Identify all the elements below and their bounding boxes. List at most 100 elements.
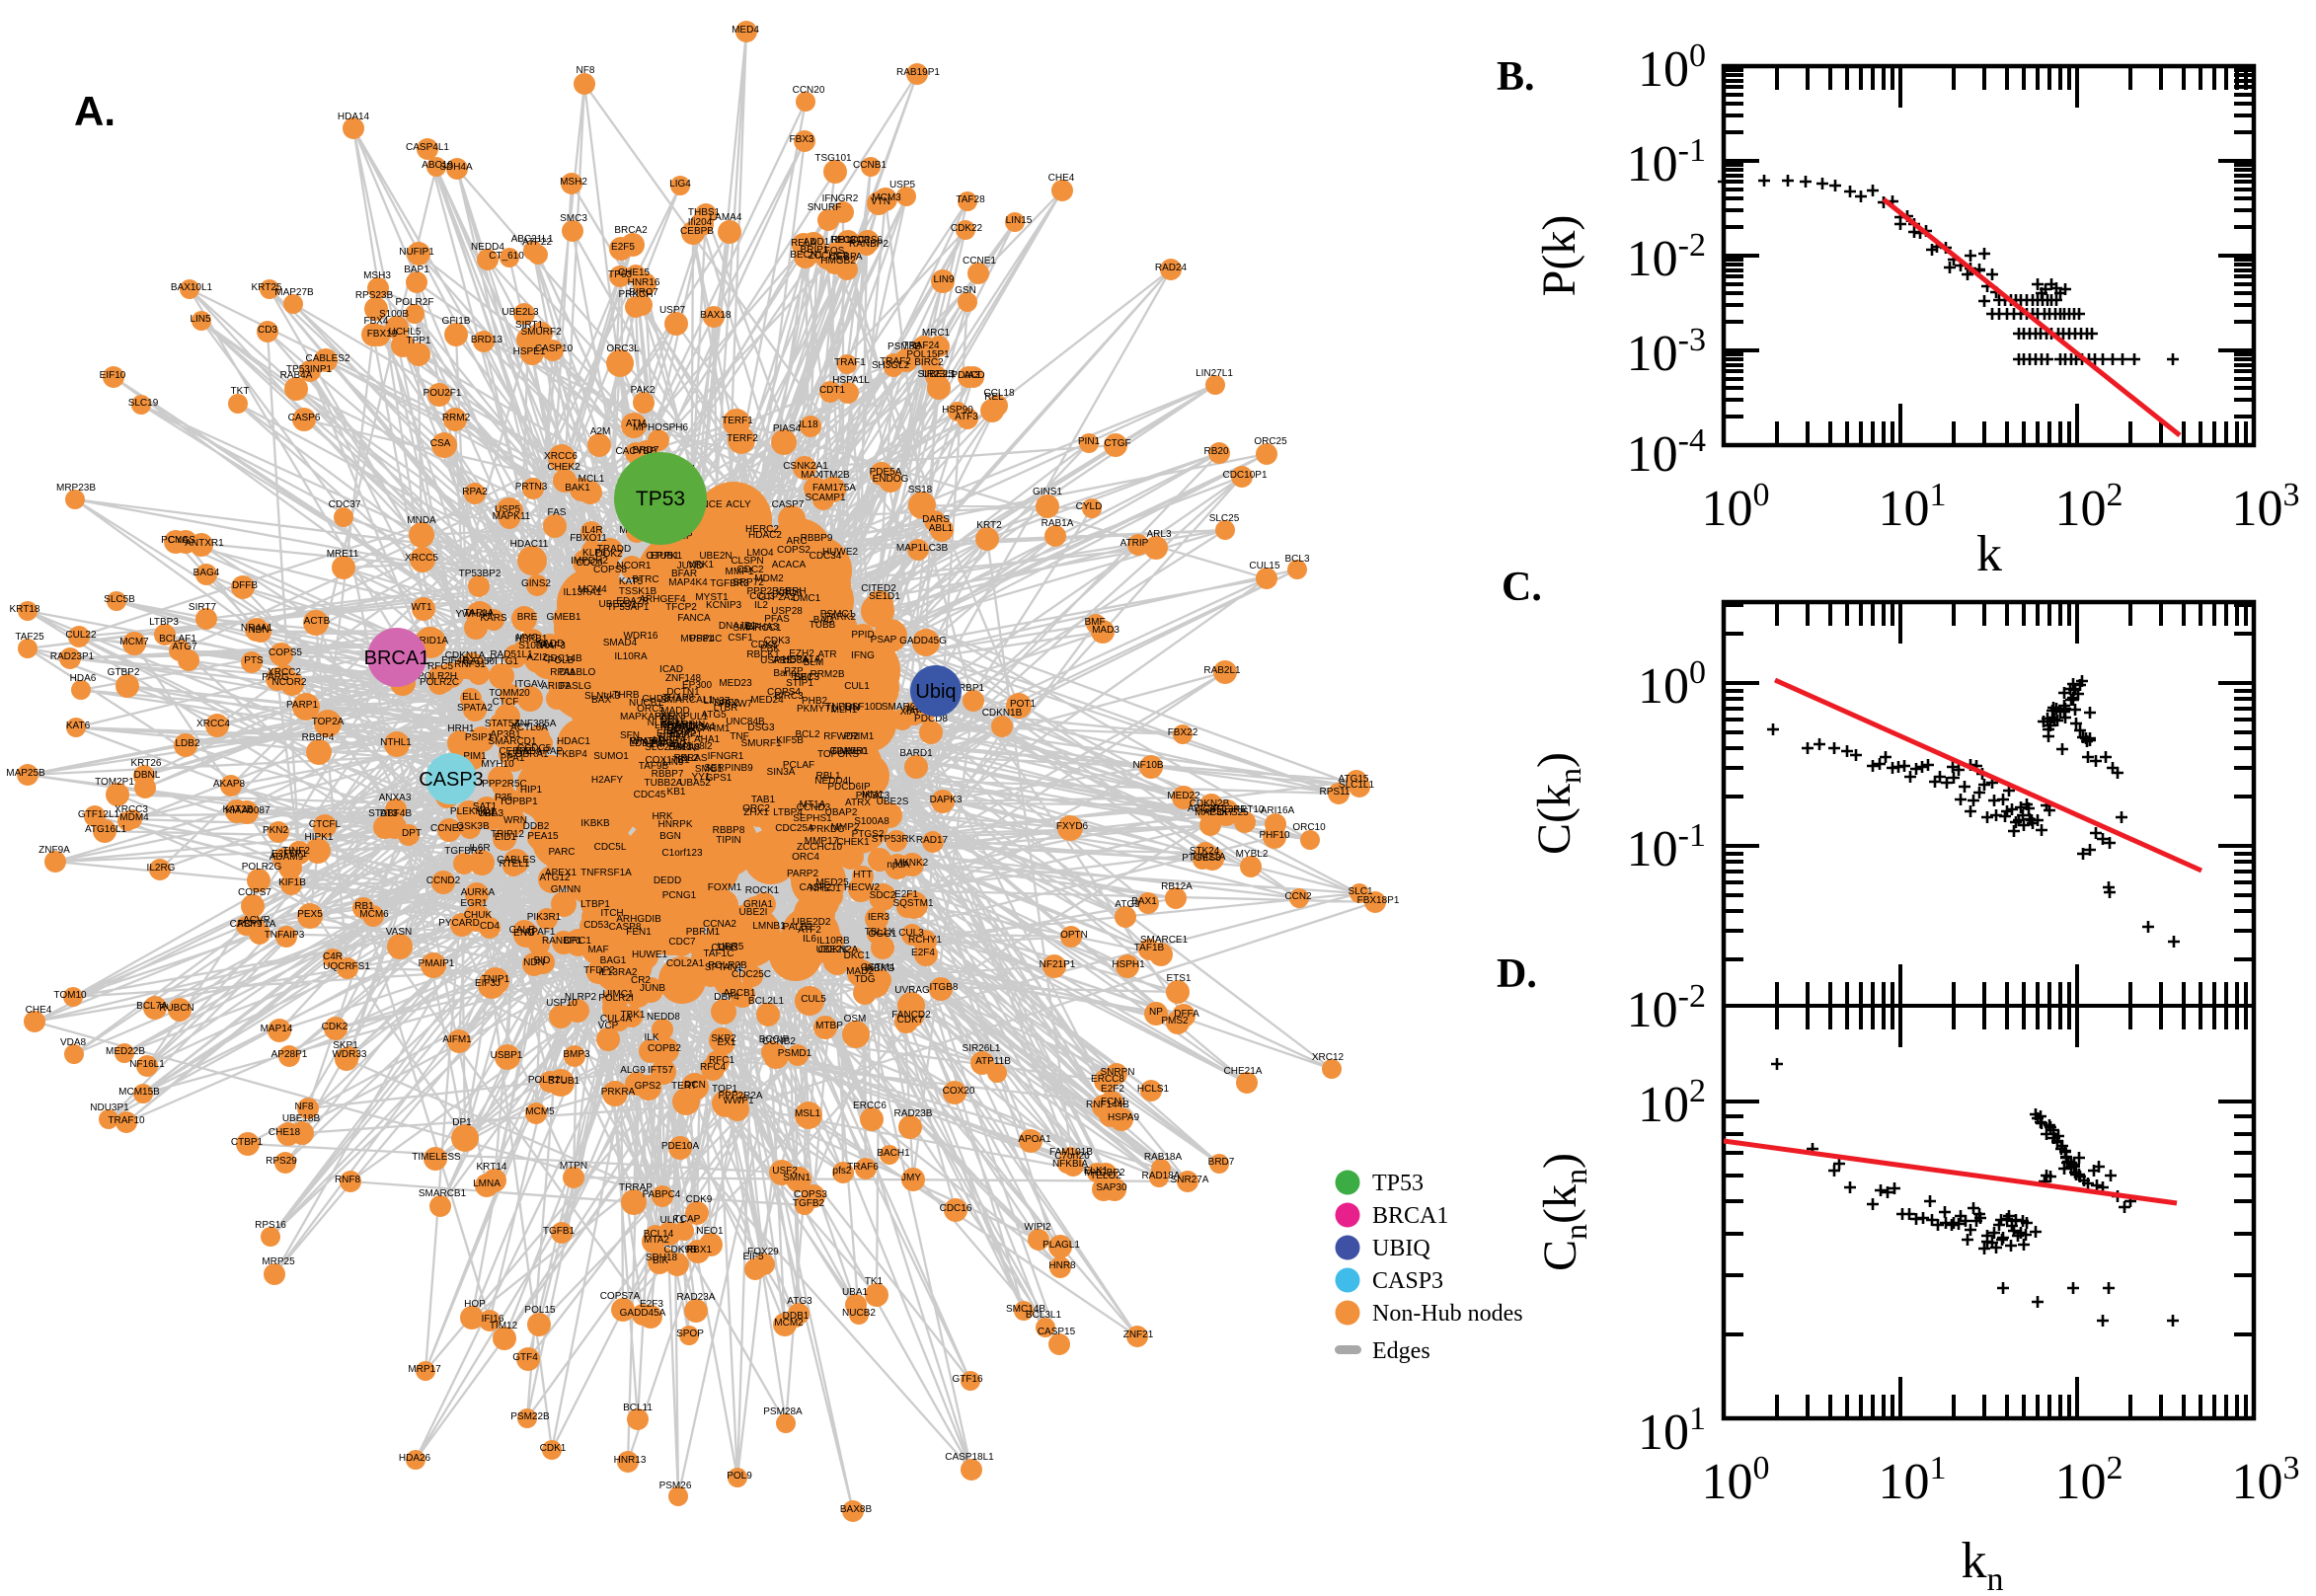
- svg-text:D.: D.: [1497, 951, 1537, 997]
- svg-text:BAP1: BAP1: [404, 265, 429, 275]
- svg-text:LTBP1: LTBP1: [580, 899, 610, 910]
- svg-text:ORC5: ORC5: [637, 704, 664, 715]
- svg-text:PARK2: PARK2: [824, 612, 856, 623]
- svg-text:PIM1: PIM1: [463, 751, 487, 762]
- svg-text:HNR16: HNR16: [628, 277, 660, 288]
- svg-text:MAD3: MAD3: [1092, 625, 1119, 636]
- svg-text:PFAS: PFAS: [764, 614, 790, 625]
- svg-text:DPT: DPT: [402, 828, 422, 839]
- svg-text:RNF31: RNF31: [454, 659, 486, 670]
- svg-text:DNAJA3: DNAJA3: [667, 722, 706, 733]
- svg-text:TNFRSF1A: TNFRSF1A: [580, 868, 632, 878]
- svg-text:LIN9: LIN9: [662, 757, 684, 768]
- svg-text:ATR: ATR: [817, 649, 836, 660]
- svg-text:ITGB8: ITGB8: [930, 982, 959, 993]
- svg-text:EDA2R: EDA2R: [616, 596, 649, 607]
- svg-text:SMG1: SMG1: [695, 764, 724, 775]
- svg-text:TSG101: TSG101: [814, 153, 852, 164]
- svg-text:UBE2D1: UBE2D1: [599, 599, 638, 610]
- svg-text:SUMO1: SUMO1: [593, 751, 629, 762]
- svg-text:XRC12: XRC12: [1312, 1052, 1345, 1063]
- svg-text:PSMD1: PSMD1: [778, 1048, 812, 1059]
- svg-text:TOM10: TOM10: [53, 990, 87, 1001]
- svg-text:HSPA9: HSPA9: [1108, 1112, 1139, 1123]
- svg-text:CARM1: CARM1: [695, 723, 730, 734]
- svg-text:SLC19: SLC19: [128, 398, 159, 409]
- svg-text:BMP3: BMP3: [563, 1049, 590, 1060]
- svg-text:NUCB2: NUCB2: [842, 1308, 876, 1319]
- svg-text:CUL1: CUL1: [844, 681, 870, 692]
- svg-text:POLR2G: POLR2G: [242, 862, 282, 873]
- svg-text:UBR5: UBR5: [718, 942, 744, 952]
- svg-text:RBL2: RBL2: [673, 753, 698, 764]
- svg-text:POLR2H: POLR2H: [418, 671, 457, 682]
- svg-text:PRKDC: PRKDC: [810, 824, 844, 835]
- svg-text:MRC1: MRC1: [922, 328, 951, 339]
- svg-text:SIR23L1: SIR23L1: [918, 369, 957, 380]
- svg-text:BAD: BAD: [813, 615, 834, 626]
- svg-text:BARD1: BARD1: [899, 748, 933, 759]
- svg-text:PMS2: PMS2: [1161, 1016, 1189, 1026]
- svg-text:RAB18A: RAB18A: [1144, 1152, 1183, 1163]
- svg-text:ETS1: ETS1: [1166, 973, 1191, 984]
- svg-text:MCL1: MCL1: [579, 474, 605, 485]
- svg-text:BAX: BAX: [591, 695, 611, 706]
- svg-text:FEN1: FEN1: [626, 927, 652, 938]
- svg-text:MLH1: MLH1: [831, 705, 858, 716]
- svg-text:SAT1: SAT1: [473, 801, 498, 812]
- svg-text:HDAC1: HDAC1: [557, 736, 590, 747]
- svg-text:LTBP4: LTBP4: [773, 807, 803, 818]
- svg-text:CASP15: CASP15: [1038, 1327, 1076, 1337]
- svg-text:FBX22: FBX22: [1168, 727, 1198, 738]
- svg-text:BRD7: BRD7: [633, 445, 659, 456]
- svg-text:SPOP: SPOP: [676, 1329, 704, 1339]
- svg-text:CR2: CR2: [631, 975, 651, 986]
- svg-text:GMNN: GMNN: [551, 884, 581, 895]
- svg-text:ABL1: ABL1: [929, 523, 954, 534]
- svg-text:GADD45G: GADD45G: [899, 636, 947, 646]
- svg-text:FAM175A: FAM175A: [812, 483, 856, 494]
- svg-text:LTBP3: LTBP3: [149, 617, 179, 628]
- svg-text:GPS2: GPS2: [635, 1081, 661, 1092]
- svg-text:YY1: YY1: [692, 772, 711, 783]
- svg-text:KAT6: KAT6: [66, 721, 91, 731]
- svg-text:ABC19: ABC19: [422, 160, 453, 171]
- svg-text:MCM3: MCM3: [872, 192, 901, 203]
- svg-text:CDK9B: CDK9B: [663, 1245, 697, 1255]
- svg-text:CEBPZ: CEBPZ: [499, 746, 531, 757]
- svg-text:KB1: KB1: [667, 787, 686, 798]
- svg-text:EPHA3: EPHA3: [746, 622, 779, 633]
- svg-text:TRAF3: TRAF3: [534, 641, 566, 651]
- svg-text:HSPA8: HSPA8: [668, 742, 700, 753]
- svg-text:RPS16: RPS16: [255, 1220, 286, 1231]
- svg-text:NUCB1: NUCB1: [629, 698, 662, 709]
- svg-text:CHE15: CHE15: [618, 267, 651, 278]
- svg-text:DBF4B: DBF4B: [380, 808, 413, 819]
- svg-text:VCP: VCP: [598, 1021, 619, 1031]
- svg-text:ORC4: ORC4: [792, 852, 819, 863]
- svg-text:RBL1: RBL1: [815, 771, 840, 782]
- svg-text:FANCD2: FANCD2: [891, 1010, 931, 1021]
- svg-text:EP300: EP300: [682, 680, 712, 691]
- svg-text:COX17E1: COX17E1: [645, 755, 689, 766]
- svg-text:XRCC5: XRCC5: [405, 553, 438, 564]
- svg-text:COPS4: COPS4: [767, 687, 801, 698]
- svg-text:COPS7: COPS7: [238, 887, 271, 898]
- svg-text:PCNA: PCNA: [161, 535, 189, 546]
- svg-text:TGFBR2: TGFBR2: [444, 846, 484, 857]
- svg-text:CDC10P1: CDC10P1: [1222, 470, 1267, 481]
- svg-text:HUWE2: HUWE2: [822, 547, 859, 558]
- svg-text:GTF2A2: GTF2A2: [758, 592, 796, 603]
- svg-text:GRIA1: GRIA1: [743, 899, 773, 910]
- svg-text:TK1: TK1: [865, 1276, 884, 1287]
- svg-text:AMBRA1: AMBRA1: [651, 735, 692, 746]
- svg-text:CDK5R1: CDK5R1: [829, 746, 869, 757]
- svg-text:PKMYT1: PKMYT1: [797, 704, 836, 715]
- svg-text:BAX10L1: BAX10L1: [171, 282, 213, 293]
- svg-text:BCL11: BCL11: [623, 1403, 653, 1413]
- svg-text:TRADD: TRADD: [597, 544, 631, 555]
- svg-text:XRCC4: XRCC4: [196, 719, 230, 729]
- svg-text:CCND3: CCND3: [797, 802, 831, 813]
- svg-text:TNF: TNF: [730, 731, 748, 742]
- svg-text:IL6R: IL6R: [469, 843, 490, 854]
